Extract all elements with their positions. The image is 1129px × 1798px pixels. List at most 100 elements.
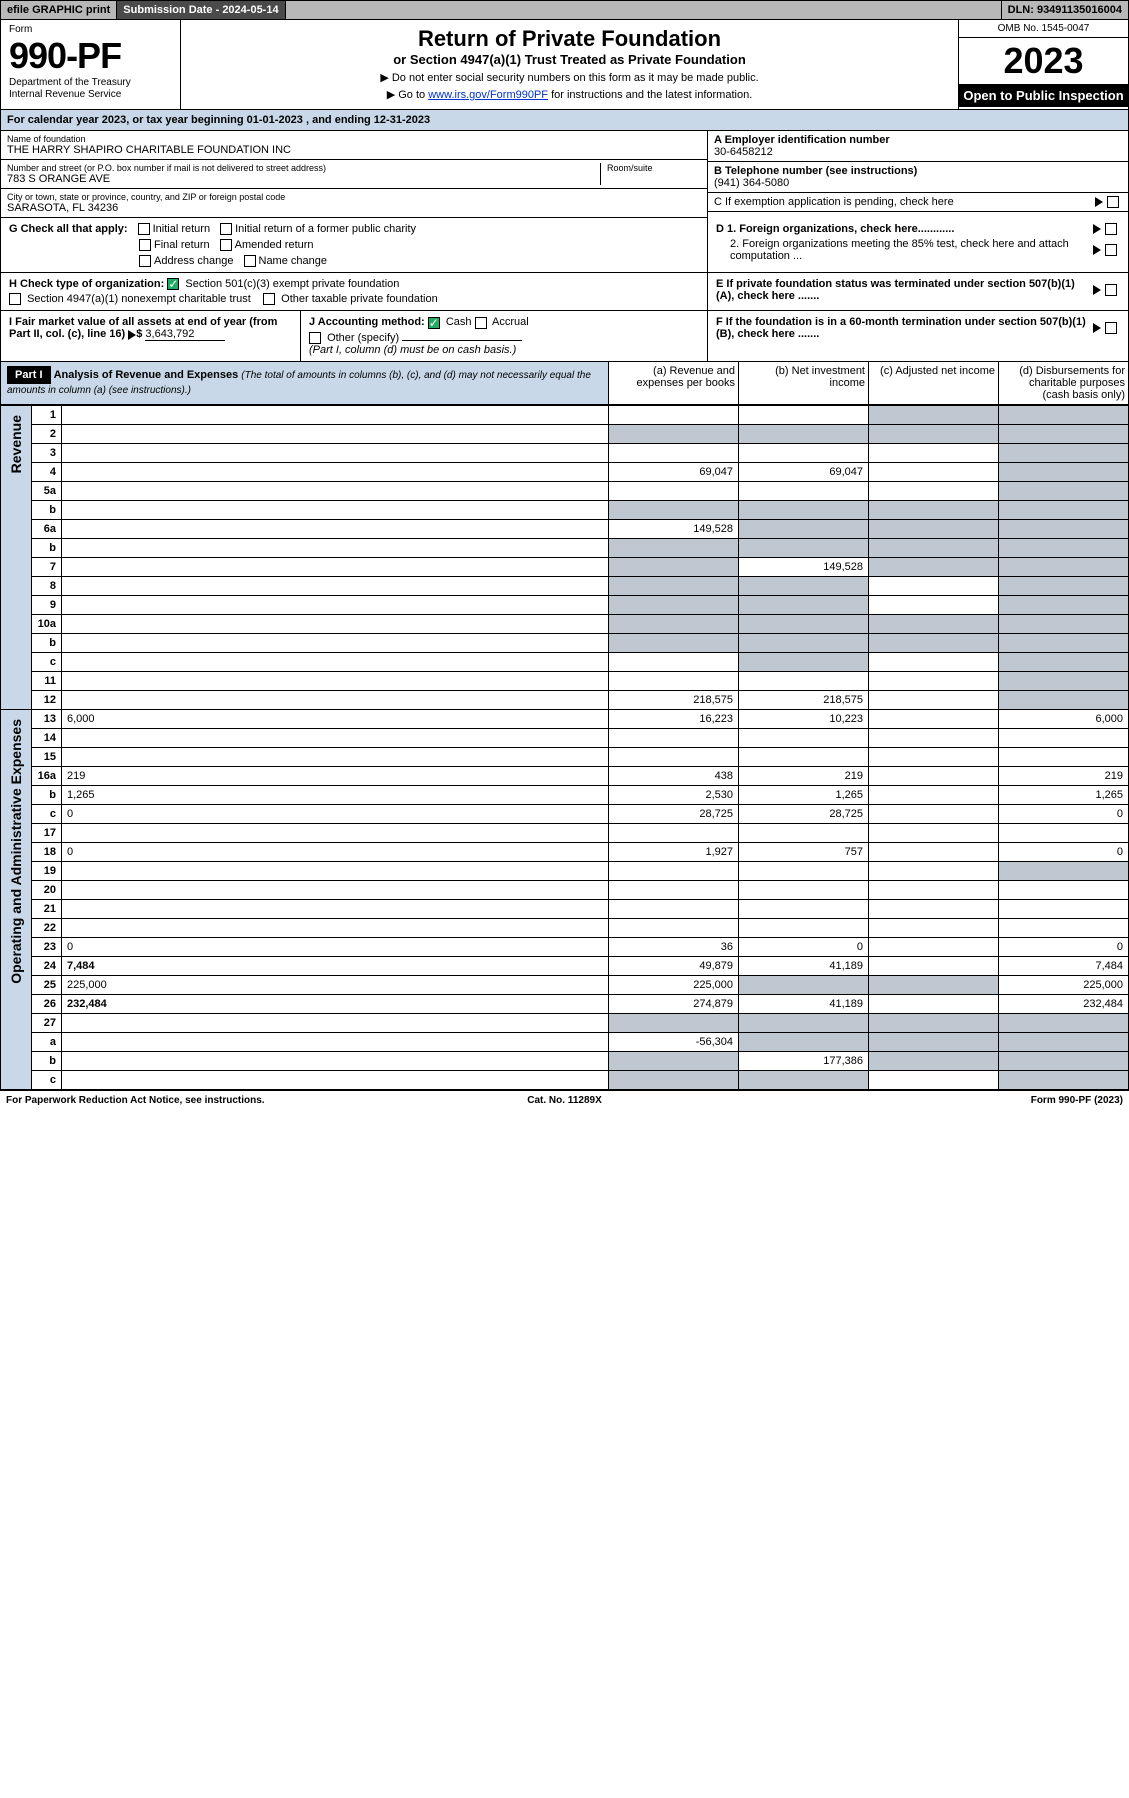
j-cash-checkbox[interactable] <box>428 317 440 329</box>
table-row: 25225,000225,000225,000 <box>1 975 1129 994</box>
c-checkbox[interactable] <box>1107 196 1119 208</box>
value-cell-d <box>999 671 1129 690</box>
h-other-checkbox[interactable] <box>263 293 275 305</box>
j-other-input[interactable] <box>402 340 522 341</box>
j-note: (Part I, column (d) must be on cash basi… <box>309 344 699 356</box>
d1-checkbox[interactable] <box>1105 223 1117 235</box>
g-amended-checkbox[interactable] <box>220 239 232 251</box>
value-cell-b <box>739 443 869 462</box>
col-b-header: (b) Net investment income <box>738 362 868 404</box>
city-cell: City or town, state or province, country… <box>1 189 707 218</box>
h-4947-checkbox[interactable] <box>9 293 21 305</box>
d-section: D 1. Foreign organizations, check here..… <box>708 218 1128 272</box>
value-cell-b: 218,575 <box>739 690 869 709</box>
value-cell-b <box>739 747 869 766</box>
value-cell-c <box>869 956 999 975</box>
line-number: 15 <box>32 747 62 766</box>
j-other-checkbox[interactable] <box>309 332 321 344</box>
note2-post: for instructions and the latest informat… <box>548 89 752 101</box>
arrow-icon <box>1093 285 1101 295</box>
line-description <box>62 690 609 709</box>
value-cell-c <box>869 405 999 424</box>
value-cell-d <box>999 424 1129 443</box>
d2-checkbox[interactable] <box>1105 244 1117 256</box>
form-instructions-link[interactable]: www.irs.gov/Form990PF <box>428 89 548 101</box>
col-c-header: (c) Adjusted net income <box>868 362 998 404</box>
line-number: 24 <box>32 956 62 975</box>
value-cell-d <box>999 880 1129 899</box>
table-row: 2 <box>1 424 1129 443</box>
line-description: 0 <box>62 937 609 956</box>
value-cell-a: 69,047 <box>609 462 739 481</box>
value-cell-c <box>869 842 999 861</box>
table-row: 16a219438219219 <box>1 766 1129 785</box>
h-label: H Check type of organization: <box>9 278 164 290</box>
name-label: Name of foundation <box>7 134 701 144</box>
table-row: b177,386 <box>1 1051 1129 1070</box>
line-description <box>62 747 609 766</box>
part1-desc-cell: Part I Analysis of Revenue and Expenses … <box>1 362 608 404</box>
g-final-checkbox[interactable] <box>139 239 151 251</box>
arrow-icon <box>1095 197 1103 207</box>
j-label: J Accounting method: <box>309 316 425 328</box>
value-cell-b <box>739 519 869 538</box>
street-address: 783 S ORANGE AVE <box>7 173 594 185</box>
part1-badge: Part I <box>7 366 51 384</box>
line-description <box>62 899 609 918</box>
header-note-1: ▶ Do not enter social security numbers o… <box>189 71 950 84</box>
g-d-row: G Check all that apply: Initial return I… <box>0 218 1129 273</box>
line-number: 6a <box>32 519 62 538</box>
line-description <box>62 538 609 557</box>
line-description <box>62 652 609 671</box>
value-cell-b: 149,528 <box>739 557 869 576</box>
value-cell-b <box>739 500 869 519</box>
h-opt3: Other taxable private foundation <box>281 293 438 305</box>
line-description <box>62 424 609 443</box>
value-cell-c <box>869 766 999 785</box>
value-cell-a: 225,000 <box>609 975 739 994</box>
foundation-name: THE HARRY SHAPIRO CHARITABLE FOUNDATION … <box>7 144 701 156</box>
value-cell-c <box>869 823 999 842</box>
value-cell-a <box>609 500 739 519</box>
line-number: c <box>32 1070 62 1089</box>
city-label: City or town, state or province, country… <box>7 192 701 202</box>
line-description: 1,265 <box>62 785 609 804</box>
g-initial-checkbox[interactable] <box>138 223 150 235</box>
g-name-checkbox[interactable] <box>244 255 256 267</box>
value-cell-d <box>999 576 1129 595</box>
g-label: G Check all that apply: <box>9 223 128 235</box>
line-description <box>62 671 609 690</box>
i-label: I Fair market value of all assets at end… <box>9 316 277 340</box>
line-description <box>62 633 609 652</box>
table-row: 2303600 <box>1 937 1129 956</box>
d1-label: D 1. Foreign organizations, check here..… <box>716 223 1089 235</box>
table-row: c028,72528,7250 <box>1 804 1129 823</box>
value-cell-a <box>609 728 739 747</box>
arrow-icon <box>1093 224 1101 234</box>
value-cell-b <box>739 576 869 595</box>
footer-left: For Paperwork Reduction Act Notice, see … <box>6 1095 378 1106</box>
g-former-checkbox[interactable] <box>220 223 232 235</box>
f-checkbox[interactable] <box>1105 322 1117 334</box>
value-cell-c <box>869 1070 999 1089</box>
value-cell-c <box>869 424 999 443</box>
line-description <box>62 1032 609 1051</box>
i-j-f-row: I Fair market value of all assets at end… <box>0 311 1129 361</box>
value-cell-c <box>869 557 999 576</box>
table-row: 7149,528 <box>1 557 1129 576</box>
e-checkbox[interactable] <box>1105 284 1117 296</box>
value-cell-a <box>609 576 739 595</box>
line-description <box>62 576 609 595</box>
i-section: I Fair market value of all assets at end… <box>1 311 301 360</box>
line-number: c <box>32 652 62 671</box>
value-cell-a: 218,575 <box>609 690 739 709</box>
value-cell-d <box>999 728 1129 747</box>
line-description <box>62 728 609 747</box>
header-note-2: ▶ Go to www.irs.gov/Form990PF for instru… <box>189 88 950 101</box>
g-address-checkbox[interactable] <box>139 255 151 267</box>
value-cell-a <box>609 1013 739 1032</box>
h-opt2: Section 4947(a)(1) nonexempt charitable … <box>27 293 251 305</box>
h-501c3-checkbox[interactable] <box>167 278 179 290</box>
j-accrual-checkbox[interactable] <box>475 317 487 329</box>
value-cell-d <box>999 557 1129 576</box>
